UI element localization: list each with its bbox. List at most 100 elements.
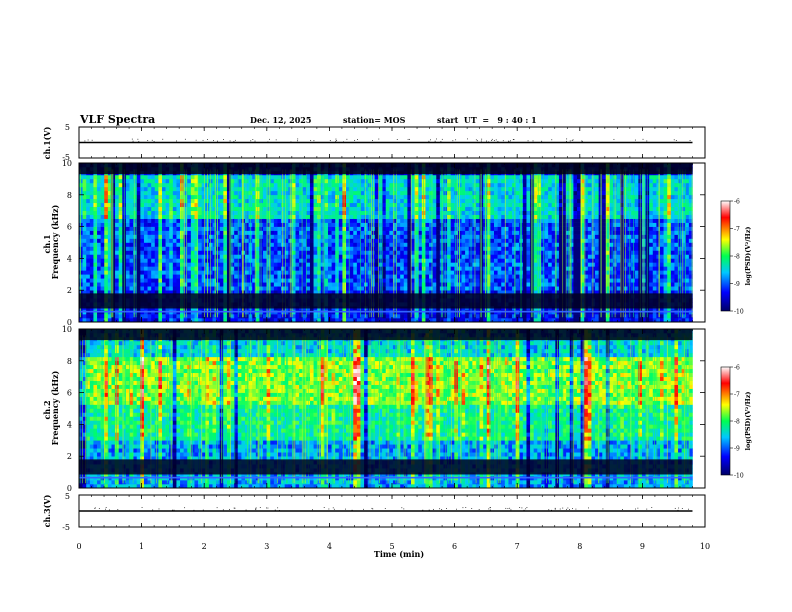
spectrogram-cell (396, 266, 401, 271)
spectrogram-cell (169, 314, 174, 319)
spectrogram-cell (162, 178, 166, 184)
spectrogram-cell (79, 202, 83, 208)
spectrogram-cell (497, 282, 502, 287)
spectrogram-cell (226, 186, 231, 192)
spectrogram-cell (429, 198, 433, 204)
spectrogram-cell (100, 274, 105, 279)
spectrogram-cell (313, 218, 318, 223)
spectrogram-cell (349, 186, 354, 192)
spectrogram-cell (115, 182, 119, 188)
spectrogram-cell (93, 318, 98, 323)
spectrogram-cell (136, 218, 141, 223)
spectrogram-cell (382, 182, 387, 188)
spectrogram-cell (154, 238, 159, 243)
spectrogram-cell (494, 198, 498, 204)
spectrogram-cell (284, 314, 289, 319)
spectrogram-cell (374, 258, 379, 263)
spectrogram-cell (190, 182, 195, 188)
spectrogram-cell (338, 194, 343, 200)
spectrogram-cell (403, 258, 408, 263)
spectrogram-cell (364, 266, 368, 271)
spectrogram-cell (504, 218, 509, 223)
spectrogram-cell (129, 202, 134, 208)
spectrogram-cell (400, 262, 405, 267)
spectrogram-cell (93, 282, 98, 287)
spectrogram-cell (154, 210, 159, 215)
spectrogram-cell (118, 254, 123, 259)
spectrogram-cell (277, 282, 282, 287)
spectrogram-cell (241, 318, 246, 323)
noise-dot (346, 138, 348, 140)
spectrogram-cell (263, 250, 267, 255)
spectrogram-cell (198, 226, 202, 231)
spectrogram-cell (176, 222, 181, 227)
spectrogram-cell (147, 290, 152, 295)
spectrogram-cell (147, 274, 152, 279)
spectrogram-cell (472, 178, 477, 184)
spectrogram-cell (100, 190, 105, 196)
spectrogram-cell (432, 274, 437, 279)
spectrogram-cell (237, 286, 242, 291)
spectrogram-cell (226, 290, 231, 295)
spectrogram-cell (396, 278, 401, 283)
spectrogram-cell (320, 274, 325, 279)
spectrogram-cell (320, 266, 325, 271)
spectrogram-cell (515, 230, 520, 235)
spectrogram-cell (504, 314, 509, 319)
spectrogram-cell (201, 286, 206, 291)
spectrogram-cell (266, 178, 271, 184)
spectrogram-cell (176, 198, 181, 204)
spectrogram-cell (158, 282, 163, 287)
spectrogram-cell (439, 206, 444, 211)
spectrogram-cell (501, 250, 506, 255)
spectrogram-cell (374, 282, 379, 287)
spectrogram-cell (230, 282, 235, 287)
spectrogram-cell (490, 270, 495, 275)
spectrogram-cell (360, 218, 365, 223)
spectrogram-cell (97, 266, 101, 271)
spectrogram-cell (429, 190, 433, 196)
spectrogram-cell (154, 270, 159, 275)
spectrogram-cell (270, 266, 275, 271)
spectrogram-cell (284, 178, 289, 184)
spectrogram-cell (266, 186, 271, 192)
spectrogram-cell (129, 290, 134, 295)
spectrogram-cell (396, 226, 401, 231)
spectrogram-cell (497, 246, 502, 251)
spectrogram-cell (187, 274, 192, 279)
spectrogram-cell (100, 178, 105, 184)
spectrogram-cell (328, 194, 332, 200)
spectrogram-cell (324, 190, 329, 196)
spectrogram-cell (313, 282, 318, 287)
spectrogram-cell (403, 206, 408, 211)
spectrogram-cell (198, 278, 202, 283)
spectrogram-cell (508, 234, 513, 239)
noise-dot (475, 139, 477, 141)
spectrogram-cell (400, 230, 405, 235)
spectrogram-cell (143, 274, 148, 279)
spectrogram-cell (111, 194, 116, 200)
spectrogram-cell (107, 218, 112, 223)
spectrogram-cell (400, 258, 405, 263)
spectrogram-cell (234, 270, 239, 275)
spectrogram-cell (118, 198, 123, 204)
noise-dot (495, 139, 497, 141)
spectrogram-cell (194, 214, 199, 219)
spectrogram-cell (100, 214, 105, 219)
spectrogram-cell (436, 242, 441, 247)
spectrogram-cell (201, 278, 206, 283)
spectrogram-cell (111, 190, 116, 196)
spectrogram-cell (266, 254, 271, 259)
spectrogram-cell (115, 194, 119, 200)
spectrogram-cell (454, 242, 459, 247)
spectrogram-cell (407, 226, 412, 231)
spectrogram-cell (407, 214, 412, 219)
noise-dot (153, 141, 155, 142)
spectrogram-cell (512, 250, 516, 255)
spectrogram-cell (328, 226, 332, 231)
spectrogram-cell (497, 242, 502, 247)
spectrogram-cell (512, 206, 516, 211)
spectrogram-cell (306, 250, 311, 255)
spectrogram-cell (129, 254, 134, 259)
spectrogram-cell (418, 270, 423, 275)
